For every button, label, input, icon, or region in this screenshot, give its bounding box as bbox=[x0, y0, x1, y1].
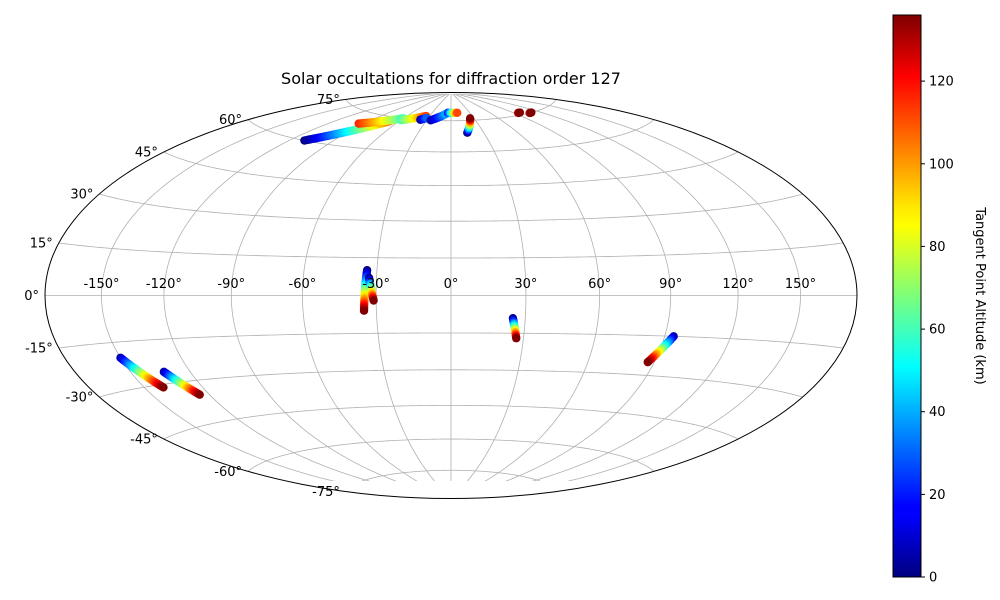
lat-tick-label: 75° bbox=[317, 93, 340, 108]
meridian-line bbox=[465, 94, 801, 481]
colorbar: 0 20 40 60 80 100 120 Tangent Point Altitude (… bbox=[892, 14, 987, 586]
occultation-point bbox=[465, 114, 475, 123]
lon-tick-label: -120° bbox=[146, 277, 182, 292]
meridian-line bbox=[101, 94, 437, 481]
map-area: -150° -120° -90° -60° -30° 0° 30° 60° 90° 120° 150… bbox=[24, 92, 858, 500]
meridian-line bbox=[301, 94, 449, 481]
occultation-point bbox=[512, 334, 521, 343]
colorbar-tick-label: 120 bbox=[929, 75, 954, 90]
map-boundary bbox=[44, 92, 858, 499]
lat-tick-label: -30° bbox=[66, 391, 94, 406]
colorbar-tick-label: 0 bbox=[929, 571, 937, 586]
lon-tick-label: 0° bbox=[444, 277, 459, 292]
colorbar-tick-label: 40 bbox=[929, 405, 946, 420]
lat-tick-label: 45° bbox=[135, 146, 158, 161]
lat-tick-label: -60° bbox=[214, 465, 242, 480]
occultation-point bbox=[527, 108, 536, 117]
occultation-point bbox=[159, 383, 168, 392]
lat-tick-label: -45° bbox=[130, 433, 158, 448]
lat-tick-label: -15° bbox=[25, 342, 53, 357]
lat-tick-label: -75° bbox=[312, 485, 340, 500]
lon-tick-label: -30° bbox=[362, 277, 390, 292]
lat-tick-label: 60° bbox=[219, 113, 242, 128]
lon-tick-label: -90° bbox=[217, 277, 245, 292]
meridian-line bbox=[451, 94, 527, 481]
latitude-tick-labels: -75° -60° -45° -30° -15° 0° 15° 30° 45° 60° 75° bbox=[24, 93, 340, 500]
lon-tick-label: -60° bbox=[289, 277, 317, 292]
occultation-point bbox=[369, 296, 378, 305]
longitude-tick-labels: -150° -120° -90° -60° -30° 0° 30° 60° 90° 120° 150… bbox=[83, 277, 816, 292]
colorbar-gradient bbox=[892, 14, 922, 578]
colorbar-ticks: 0 20 40 60 80 100 120 bbox=[921, 75, 954, 586]
occultation-points bbox=[116, 108, 678, 399]
lat-tick-label: 0° bbox=[24, 289, 39, 304]
occultation-point bbox=[643, 357, 652, 367]
colorbar-tick-label: 60 bbox=[929, 323, 946, 338]
lon-tick-label: 150° bbox=[785, 277, 816, 292]
graticule bbox=[45, 94, 857, 481]
lon-tick-label: 90° bbox=[659, 277, 682, 292]
lon-tick-label: 30° bbox=[514, 277, 537, 292]
colorbar-tick-label: 100 bbox=[929, 157, 954, 172]
lat-tick-label: 30° bbox=[70, 188, 93, 203]
meridian-line bbox=[458, 94, 739, 481]
chart-title: Solar occultations for diffraction order… bbox=[281, 69, 621, 88]
meridian-line bbox=[453, 94, 601, 481]
meridian-line bbox=[455, 94, 672, 481]
occultation-point bbox=[452, 108, 462, 118]
meridian-line bbox=[163, 94, 444, 481]
occultation-point bbox=[515, 108, 525, 117]
colorbar-tick-label: 80 bbox=[929, 240, 946, 255]
meridian-line bbox=[230, 94, 447, 481]
colorbar-tick-label: 20 bbox=[929, 488, 946, 503]
occultation-point bbox=[195, 390, 204, 399]
lon-tick-label: 120° bbox=[722, 277, 753, 292]
lon-tick-label: -150° bbox=[83, 277, 119, 292]
lat-tick-label: 15° bbox=[30, 237, 53, 252]
lon-tick-label: 60° bbox=[588, 277, 611, 292]
occultation-point bbox=[359, 306, 369, 315]
colorbar-label: Tangent Point Altitude (km) bbox=[972, 206, 987, 384]
